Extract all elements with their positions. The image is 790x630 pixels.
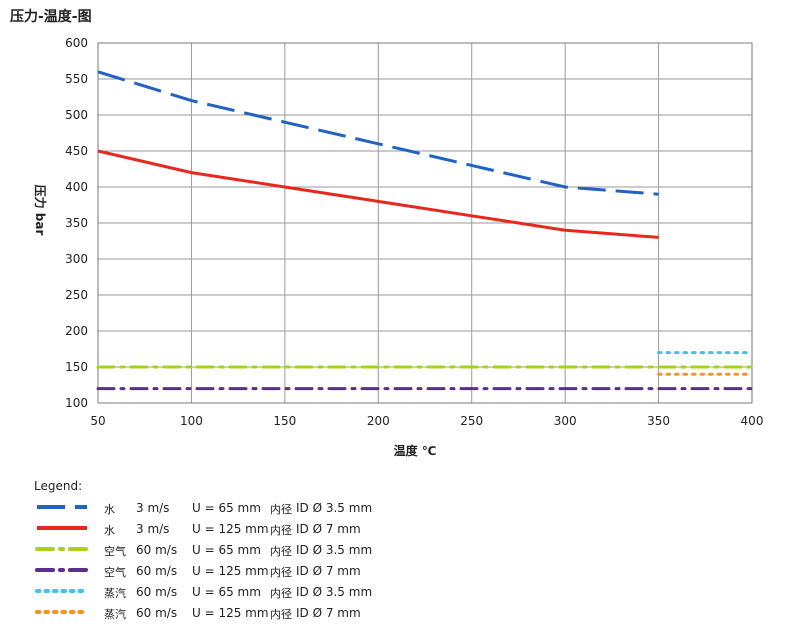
legend-id: ID Ø 7 mm <box>296 522 361 536</box>
legend-speed: 60 m/s <box>136 606 178 620</box>
legend-entry: 水 3 m/s U = 125 mm 内径 ID Ø 7 mm <box>34 519 394 540</box>
plot-area-border <box>97 42 753 404</box>
series-line-2 <box>97 149 659 239</box>
x-tick-label: 300 <box>554 414 577 428</box>
y-tick-label: 250 <box>65 288 88 302</box>
legend-medium: 蒸汽 <box>104 608 126 621</box>
grid <box>97 42 753 404</box>
legend-speed: 60 m/s <box>136 564 178 578</box>
legend-speed: 60 m/s <box>136 543 178 557</box>
y-tick-label: 200 <box>65 324 88 338</box>
legend-medium: 空气 <box>104 545 126 558</box>
legend-u: U = 125 mm <box>192 606 269 620</box>
legend-id-label: 内径 <box>270 587 292 600</box>
x-axis-label: 温度 ℃ <box>394 443 437 458</box>
y-tick-label: 600 <box>65 36 88 50</box>
legend-title: Legend: <box>34 479 83 493</box>
legend-id-label: 内径 <box>270 503 292 516</box>
legend-swatch <box>35 610 89 614</box>
legend-id-label: 内径 <box>270 566 292 579</box>
series-group <box>96 70 754 391</box>
legend-rows: 水 3 m/s U = 65 mm 内径 ID Ø 3.5 mm 水 3 m/s U = 12… <box>34 498 394 624</box>
x-tick-label: 150 <box>273 414 296 428</box>
legend-speed: 60 m/s <box>136 585 178 599</box>
legend-medium: 水 <box>104 503 115 516</box>
legend-entry: 空气 60 m/s U = 65 mm 内径 ID Ø 3.5 mm <box>34 540 394 561</box>
x-tick-label: 400 <box>741 414 764 428</box>
legend-speed: 3 m/s <box>136 522 170 536</box>
x-tick-label: 100 <box>180 414 203 428</box>
legend-id-label: 内径 <box>270 545 292 558</box>
legend-id: ID Ø 7 mm <box>296 606 361 620</box>
legend-u: U = 65 mm <box>192 585 261 599</box>
legend-id: ID Ø 7 mm <box>296 564 361 578</box>
x-axis-ticks: 50 100 150 200 250 300 350 400 <box>90 414 763 428</box>
x-tick-label: 200 <box>367 414 390 428</box>
y-axis-label: 压力 bar <box>33 185 48 236</box>
legend-id-label: 内径 <box>270 608 292 621</box>
legend-u: U = 125 mm <box>192 564 269 578</box>
legend-speed: 3 m/s <box>136 501 170 515</box>
x-tick-label: 50 <box>90 414 105 428</box>
y-tick-label: 500 <box>65 108 88 122</box>
legend-id: ID Ø 3.5 mm <box>296 585 373 599</box>
y-tick-label: 150 <box>65 360 88 374</box>
legend-entry: 蒸汽 60 m/s U = 65 mm 内径 ID Ø 3.5 mm <box>34 582 394 603</box>
x-tick-label: 350 <box>647 414 670 428</box>
y-tick-label: 300 <box>65 252 88 266</box>
chart-title: 压力-温度-图 <box>10 9 92 25</box>
legend-id: ID Ø 3.5 mm <box>296 501 373 515</box>
legend-entry: 空气 60 m/s U = 125 mm 内径 ID Ø 7 mm <box>34 561 394 582</box>
legend-swatch <box>37 505 87 509</box>
legend-entry: 水 3 m/s U = 65 mm 内径 ID Ø 3.5 mm <box>34 498 394 519</box>
legend-swatch <box>35 568 89 572</box>
legend-u: U = 65 mm <box>192 501 261 515</box>
legend-swatch <box>37 526 87 530</box>
legend-medium: 空气 <box>104 566 126 579</box>
y-tick-label: 100 <box>65 396 88 410</box>
legend-id: ID Ø 3.5 mm <box>296 543 373 557</box>
y-tick-label: 450 <box>65 144 88 158</box>
pressure-temperature-chart: 50 100 150 200 250 300 350 400 1001502002503003… <box>33 36 763 458</box>
y-tick-label: 350 <box>65 216 88 230</box>
y-tick-label: 550 <box>65 72 88 86</box>
legend-u: U = 65 mm <box>192 543 261 557</box>
y-axis-ticks: 100 150 200 250 300 350 400 450 500 550 600 <box>65 36 88 410</box>
legend-swatch <box>35 589 89 593</box>
series-line-1 <box>97 70 659 196</box>
legend-medium: 蒸汽 <box>104 587 126 600</box>
legend-id-label: 内径 <box>270 524 292 537</box>
legend: Legend: 水 3 m/s U = 65 mm 内径 ID Ø 3.5 mm 水 3 m… <box>34 479 394 624</box>
legend-entry: 蒸汽 60 m/s U = 125 mm 内径 ID Ø 7 mm <box>34 603 394 624</box>
legend-swatch <box>35 547 89 551</box>
y-tick-label: 400 <box>65 180 88 194</box>
x-tick-label: 250 <box>460 414 483 428</box>
legend-u: U = 125 mm <box>192 522 269 536</box>
legend-medium: 水 <box>104 524 115 537</box>
